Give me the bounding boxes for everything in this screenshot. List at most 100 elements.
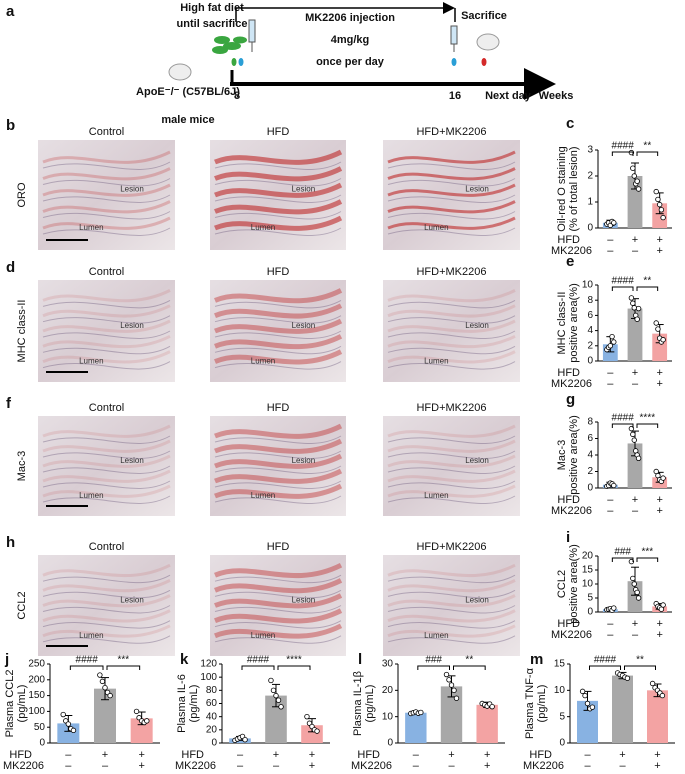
sig-label: ####: [612, 413, 635, 424]
x-row-value: –: [632, 245, 639, 257]
tissue-fiber: [42, 594, 171, 608]
schematic-text: 8: [234, 90, 240, 102]
tissue-fiber: [42, 465, 171, 474]
tissue-fiber: [387, 319, 516, 333]
tissue-fiber: [42, 589, 171, 599]
panel-label: m: [530, 651, 543, 668]
tissue-fiber: [387, 150, 516, 164]
tissue-fiber: [42, 211, 171, 220]
sig-bracket: [611, 286, 634, 291]
tissue-fiber: [214, 361, 342, 370]
y-tick-label: 0: [587, 483, 593, 494]
tissue-fiber: [42, 605, 171, 614]
panel-label: d: [6, 259, 15, 276]
sig-bracket: [636, 286, 659, 291]
x-row-value: –: [237, 760, 244, 772]
tissue-fiber: [214, 450, 342, 459]
y-tick-label: 15: [582, 565, 594, 576]
tissue-fiber: [214, 623, 343, 639]
tissue-label: Lumen: [79, 223, 103, 232]
data-point: [634, 178, 640, 184]
data-point: [242, 737, 248, 743]
column-title: Control: [89, 541, 124, 553]
sig-label: ####: [76, 655, 99, 666]
data-point: [611, 339, 617, 345]
y-tick-label: 0: [559, 738, 565, 749]
x-row-value: +: [632, 367, 638, 379]
y-tick-label: 10: [582, 579, 594, 590]
data-point: [107, 692, 113, 699]
data-point: [635, 186, 642, 192]
tissue-fiber: [214, 199, 343, 215]
tissue-fiber: [42, 330, 171, 339]
tissue-label: Lesion: [292, 185, 316, 194]
y-axis-label: Plasma IL-6: [176, 674, 188, 733]
schematic-text: male mice: [161, 114, 214, 126]
sig-bracket: [69, 665, 104, 670]
tissue-label: Lesion: [120, 321, 144, 330]
panel-label: e: [566, 253, 574, 270]
x-row-name: MK2206: [175, 760, 216, 772]
micrograph: [38, 140, 175, 250]
schematic-text: MK2206 injection: [305, 12, 395, 24]
sig-bracket: [611, 423, 634, 428]
x-row-value: –: [584, 760, 591, 772]
tissue-fiber: [387, 350, 516, 364]
data-point: [660, 602, 666, 608]
panel-label: c: [566, 115, 574, 132]
sig-bracket: [611, 151, 634, 156]
y-tick-label: 60: [206, 698, 218, 709]
panel-label: k: [180, 651, 189, 668]
x-row-value: +: [656, 234, 662, 246]
x-row-value: –: [632, 629, 639, 641]
tissue-fiber: [42, 609, 171, 623]
micrograph: [383, 280, 520, 382]
micrograph: [38, 280, 175, 382]
data-point: [133, 708, 140, 715]
x-row-value: –: [102, 760, 109, 772]
tissue-label: Lumen: [79, 357, 103, 366]
data-point: [659, 692, 666, 699]
schematic-text: once per day: [316, 56, 385, 68]
tissue-fiber: [214, 315, 342, 324]
tissue-fiber: [42, 150, 171, 164]
tissue-fiber: [387, 594, 516, 608]
x-row-value: –: [607, 505, 614, 517]
y-tick-label: 0: [39, 738, 45, 749]
y-axis-label: (pg/mL): [364, 685, 376, 723]
x-row-value: –: [584, 749, 591, 761]
tissue-fiber: [387, 345, 516, 355]
x-row-value: +: [138, 749, 144, 761]
mouse-icon: [168, 63, 192, 81]
tissue-fiber: [387, 480, 516, 489]
sig-label: ####: [247, 655, 270, 666]
y-tick-label: 5: [587, 593, 593, 604]
tissue-fiber: [42, 579, 171, 593]
tissue-fiber: [387, 620, 516, 629]
x-row-value: +: [309, 749, 315, 761]
schematic-text: 4mg/kg: [331, 34, 370, 46]
tissue-fiber: [214, 166, 343, 182]
tissue-fiber: [42, 361, 171, 370]
x-row-value: +: [619, 749, 625, 761]
y-tick-label: 8: [587, 295, 593, 306]
sig-label: ####: [612, 141, 635, 152]
x-row-value: –: [607, 494, 614, 506]
data-point: [634, 316, 640, 322]
data-point: [70, 727, 77, 734]
sig-bracket: [453, 665, 486, 670]
y-axis-label: MHC class-II: [556, 292, 568, 355]
tissue-fiber: [214, 562, 343, 579]
y-tick-label: 50: [34, 722, 46, 733]
sig-label: ###: [425, 655, 442, 666]
data-point: [660, 214, 666, 221]
data-point: [304, 713, 310, 720]
tissue-fiber: [42, 424, 171, 438]
y-axis-label: (% of total lesion): [568, 147, 580, 232]
tissue-label: Lumen: [251, 223, 275, 232]
x-row-name: HFD: [557, 618, 580, 630]
bar: [577, 700, 598, 743]
y-tick-label: 250: [28, 659, 45, 670]
